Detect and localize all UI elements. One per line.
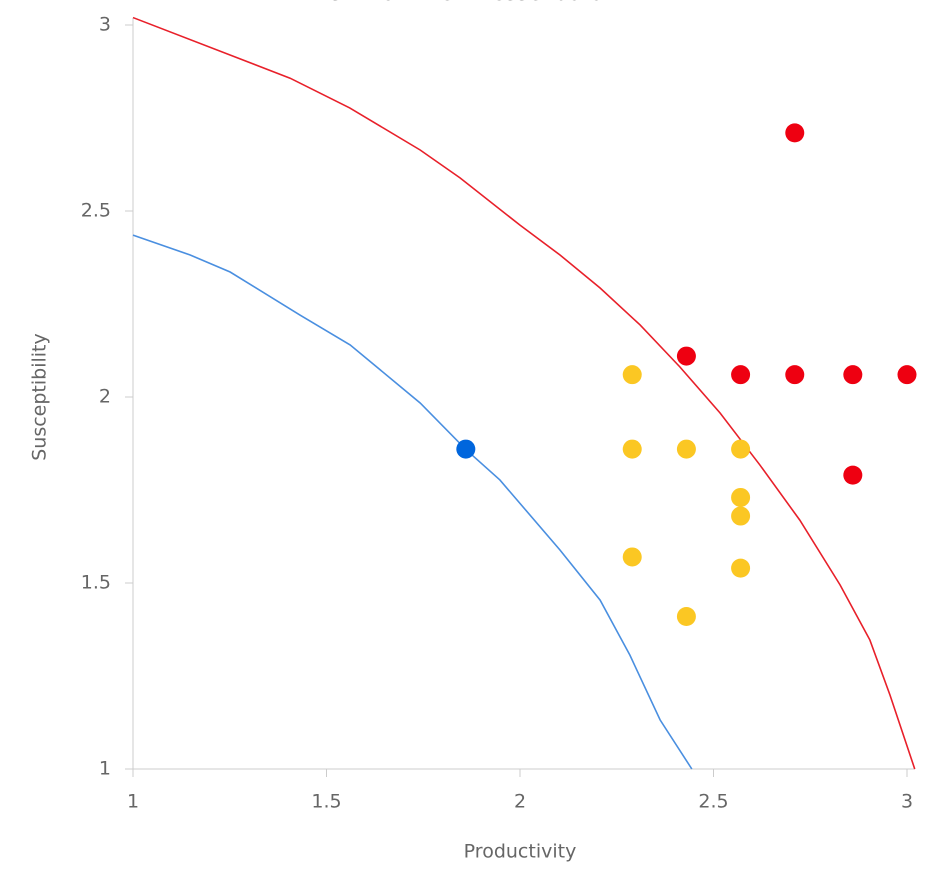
point	[785, 123, 805, 143]
point	[731, 365, 751, 385]
x-tick-label: 1	[127, 791, 139, 813]
x-tick-label: 2.5	[698, 791, 728, 813]
y-tick-label: 3	[99, 14, 111, 36]
point	[456, 439, 476, 459]
curve	[132, 234, 693, 770]
y-tick-label: 2	[99, 386, 111, 408]
point	[622, 365, 642, 385]
x-tick-label: 2	[514, 791, 526, 813]
point	[785, 365, 805, 385]
curve	[132, 16, 916, 770]
y-tick-label: 2.5	[81, 200, 111, 222]
chart-title: PSA from New Vessel data	[316, 0, 605, 6]
x-tick-label: 1.5	[311, 791, 341, 813]
x-axis-title: Productivity	[464, 841, 577, 863]
point	[843, 365, 863, 385]
point	[731, 506, 751, 526]
point	[676, 346, 696, 366]
y-tick-label: 1	[99, 758, 111, 780]
point	[622, 547, 642, 567]
point	[731, 487, 751, 507]
point	[731, 439, 751, 459]
x-tick-label: 3	[901, 791, 913, 813]
y-axis-title: Susceptibility	[29, 333, 51, 461]
point	[731, 558, 751, 578]
point	[676, 606, 696, 626]
point	[897, 365, 917, 385]
point	[622, 439, 642, 459]
y-tick-label: 1.5	[81, 572, 111, 594]
point	[676, 439, 696, 459]
point	[843, 465, 863, 485]
